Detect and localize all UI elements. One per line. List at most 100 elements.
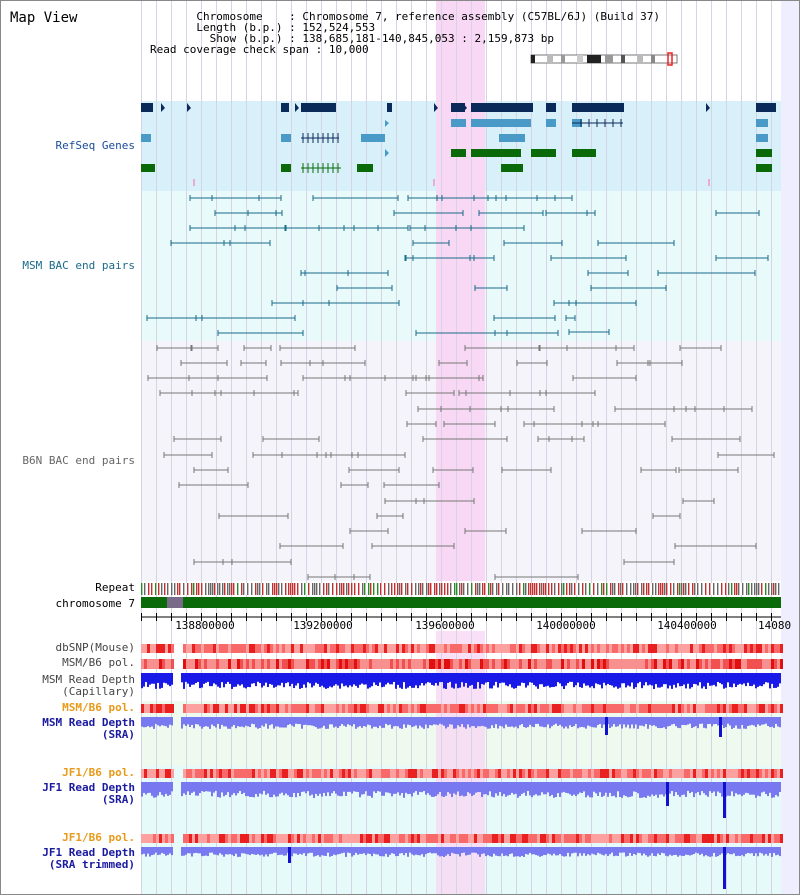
- heat-cell: [495, 769, 498, 778]
- heat-cell: [630, 834, 633, 843]
- depth-bar: [389, 782, 391, 794]
- heat-cell: [591, 769, 594, 778]
- depth-bar: [153, 717, 155, 729]
- heat-cell: [246, 834, 249, 843]
- depth-bar: [591, 717, 593, 728]
- depth-bar: [401, 673, 403, 689]
- depth-bar: [763, 847, 765, 856]
- depth-bar: [283, 717, 285, 728]
- depth-bar: [185, 847, 187, 855]
- depth-bar: [381, 717, 383, 728]
- depth-bar: [341, 717, 343, 724]
- heat-cell: [423, 769, 426, 778]
- repeat-mark: [351, 583, 353, 595]
- heat-cell: [228, 834, 231, 843]
- heat-cell: [399, 834, 402, 843]
- depth-bar: [205, 782, 207, 792]
- b6n-bac-label[interactable]: B6N BAC end pairs: [22, 454, 135, 467]
- depth-bar: [489, 782, 491, 792]
- heat-cell: [480, 769, 483, 778]
- msm-bac-label[interactable]: MSM BAC end pairs: [22, 259, 135, 272]
- heat-cell: [156, 644, 159, 653]
- heat-cell: [444, 704, 447, 713]
- heat-cell: [531, 644, 534, 653]
- depth-bar: [457, 717, 459, 726]
- repeat-mark: [498, 583, 500, 595]
- heat-cell: [345, 834, 348, 843]
- depth-bar: [557, 717, 559, 726]
- heat-cell: [198, 704, 201, 713]
- depth-bar: [629, 847, 631, 854]
- repeat-mark: [646, 583, 648, 595]
- depth-bar: [421, 673, 423, 684]
- gene-arrow: [161, 103, 165, 112]
- heat-cell: [288, 644, 291, 653]
- heat-cell: [366, 769, 369, 778]
- depth-bar: [621, 847, 623, 853]
- msm-depth-sra-label-1: MSM Read Depth: [42, 716, 135, 729]
- repeat-mark: [308, 583, 310, 595]
- heat-cell: [648, 834, 651, 843]
- heat-cell: [348, 769, 351, 778]
- heat-cell: [552, 769, 555, 778]
- gene-block: [281, 134, 291, 142]
- depth-bar: [271, 717, 273, 725]
- depth-bar: [149, 717, 151, 728]
- heat-cell: [540, 769, 543, 778]
- heat-cell: [756, 834, 759, 843]
- heat-cell: [414, 769, 417, 778]
- depth-bar: [655, 673, 657, 685]
- heat-cell: [162, 644, 165, 653]
- refseq-genes-label[interactable]: RefSeq Genes: [55, 139, 135, 152]
- heat-cell: [399, 769, 402, 778]
- depth-bar: [651, 673, 653, 686]
- heat-cell: [447, 644, 450, 653]
- depth-bar: [267, 673, 269, 688]
- depth-bar: [309, 847, 311, 853]
- heat-cell: [726, 769, 729, 778]
- depth-bar: [269, 717, 271, 726]
- depth-bar: [763, 782, 765, 792]
- heat-cell: [366, 704, 369, 713]
- heat-cell: [435, 659, 438, 669]
- heat-cell: [504, 644, 507, 653]
- depth-bar: [171, 847, 173, 856]
- heat-cell: [378, 659, 381, 669]
- depth-bar: [275, 673, 277, 687]
- repeat-mark: [479, 583, 481, 595]
- depth-bar: [171, 673, 173, 685]
- heat-cell: [306, 704, 309, 713]
- depth-bar: [285, 847, 287, 856]
- heat-cell: [765, 659, 768, 669]
- depth-bar: [191, 717, 193, 725]
- depth-bar: [227, 782, 229, 793]
- depth-bar: [363, 673, 365, 685]
- depth-bar: [281, 847, 283, 855]
- heat-cell: [318, 769, 321, 778]
- heat-cell: [759, 769, 762, 778]
- depth-bar: [711, 782, 713, 793]
- depth-bar: [209, 717, 211, 729]
- heat-cell: [540, 644, 543, 653]
- depth-bar: [223, 717, 225, 727]
- depth-bar: [425, 673, 427, 684]
- heat-cell: [579, 769, 582, 778]
- repeat-mark: [768, 583, 770, 595]
- depth-bar: [731, 782, 733, 792]
- depth-bar: [249, 847, 251, 856]
- heat-cell: [720, 704, 723, 713]
- heat-cell: [684, 704, 687, 713]
- repeat-mark: [268, 583, 270, 595]
- depth-bar: [181, 717, 183, 729]
- heat-cell: [774, 659, 777, 669]
- heat-cell: [192, 659, 195, 669]
- depth-bar: [209, 847, 211, 853]
- heat-cell: [459, 644, 462, 653]
- depth-bar: [683, 782, 685, 795]
- heat-cell: [504, 769, 507, 778]
- depth-bar: [707, 717, 709, 725]
- jf1-b6-pol-sra-label: JF1/B6 pol.: [62, 766, 135, 779]
- depth-bar: [449, 847, 451, 856]
- heat-cell: [720, 834, 723, 843]
